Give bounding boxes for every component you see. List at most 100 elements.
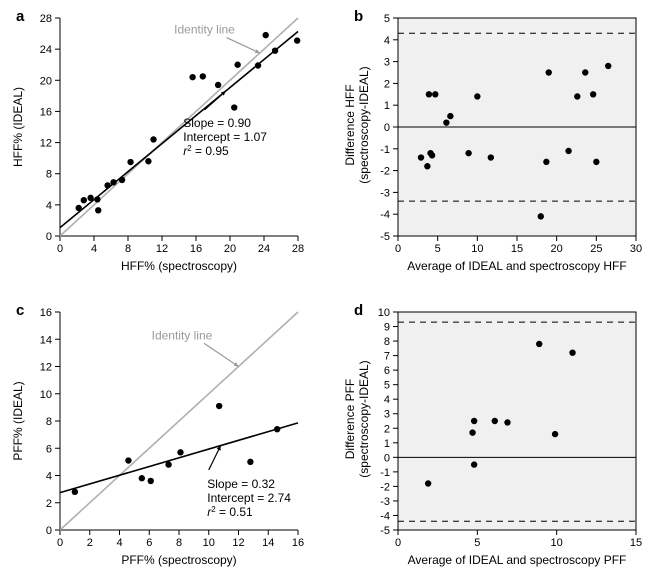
- svg-text:16: 16: [292, 537, 304, 549]
- data-point: [272, 48, 278, 54]
- svg-text:12: 12: [40, 138, 52, 150]
- svg-text:20: 20: [551, 243, 563, 255]
- svg-text:7: 7: [384, 351, 390, 363]
- svg-text:-5: -5: [380, 525, 390, 537]
- data-point: [215, 82, 221, 88]
- svg-text:8: 8: [125, 243, 131, 255]
- data-point: [536, 341, 542, 347]
- svg-text:Intercept = 1.07: Intercept = 1.07: [183, 130, 267, 144]
- svg-text:2: 2: [87, 537, 93, 549]
- data-point: [574, 93, 580, 99]
- data-point: [148, 478, 154, 484]
- svg-text:14: 14: [40, 334, 52, 346]
- svg-text:Identity line: Identity line: [174, 23, 235, 37]
- svg-text:0: 0: [57, 537, 63, 549]
- svg-text:5: 5: [474, 537, 480, 549]
- panel-a: 04812162024280481216202428HFF% (spectros…: [4, 12, 308, 282]
- svg-text:Identity line: Identity line: [152, 328, 213, 342]
- data-point: [471, 461, 477, 467]
- svg-text:1: 1: [384, 438, 390, 450]
- data-point: [263, 32, 269, 38]
- svg-text:28: 28: [292, 243, 304, 255]
- svg-text:4: 4: [116, 537, 122, 549]
- svg-text:-1: -1: [380, 144, 390, 156]
- data-point: [150, 136, 156, 142]
- data-point: [565, 148, 571, 154]
- svg-text:HFF% (IDEAL): HFF% (IDEAL): [11, 87, 25, 167]
- svg-text:2: 2: [46, 498, 52, 510]
- panel-b: 051015202530-5-4-3-2-1012345Average of I…: [342, 12, 646, 282]
- svg-text:8: 8: [46, 169, 52, 181]
- data-point: [119, 177, 125, 183]
- data-point: [294, 37, 300, 43]
- svg-text:6: 6: [384, 365, 390, 377]
- svg-text:12: 12: [156, 243, 168, 255]
- data-point: [488, 154, 494, 160]
- svg-text:(spectroscopy-IDEAL): (spectroscopy-IDEAL): [357, 66, 371, 183]
- data-point: [552, 431, 558, 437]
- svg-text:8: 8: [384, 336, 390, 348]
- x-axis-title: HFF% (spectroscopy): [121, 259, 237, 273]
- svg-text:10: 10: [551, 537, 563, 549]
- data-point: [471, 418, 477, 424]
- svg-text:4: 4: [384, 394, 390, 406]
- svg-text:0: 0: [384, 452, 390, 464]
- svg-text:-3: -3: [380, 496, 390, 508]
- svg-text:6: 6: [146, 537, 152, 549]
- data-point: [87, 195, 93, 201]
- svg-text:Difference PFF: Difference PFF: [343, 379, 357, 459]
- data-point: [247, 459, 253, 465]
- svg-text:Intercept = 2.74: Intercept = 2.74: [207, 491, 291, 505]
- data-point: [110, 179, 116, 185]
- svg-text:5: 5: [384, 13, 390, 25]
- svg-text:25: 25: [590, 243, 602, 255]
- data-point: [127, 159, 133, 165]
- x-axis-title: Average of IDEAL and spectroscopy HFF: [407, 259, 626, 273]
- svg-text:(spectroscopy-IDEAL): (spectroscopy-IDEAL): [357, 360, 371, 477]
- svg-text:8: 8: [46, 416, 52, 428]
- data-point: [605, 63, 611, 69]
- svg-text:10: 10: [378, 307, 390, 319]
- svg-text:8: 8: [176, 537, 182, 549]
- svg-text:10: 10: [471, 243, 483, 255]
- data-point: [424, 163, 430, 169]
- svg-text:0: 0: [46, 525, 52, 537]
- panel-c: 02468101214160246810121416PFF% (spectros…: [4, 306, 308, 576]
- data-point: [432, 91, 438, 97]
- svg-text:15: 15: [511, 243, 523, 255]
- svg-text:2: 2: [384, 423, 390, 435]
- data-point: [104, 182, 110, 188]
- data-point: [546, 69, 552, 75]
- svg-text:Slope = 0.32: Slope = 0.32: [207, 477, 275, 491]
- data-point: [95, 207, 101, 213]
- svg-text:-2: -2: [380, 481, 390, 493]
- svg-text:10: 10: [40, 389, 52, 401]
- svg-text:1: 1: [384, 100, 390, 112]
- data-point: [231, 104, 237, 110]
- svg-text:4: 4: [46, 200, 52, 212]
- data-point: [543, 159, 549, 165]
- data-point: [255, 62, 261, 68]
- data-point: [81, 197, 87, 203]
- svg-text:-1: -1: [380, 467, 390, 479]
- svg-text:0: 0: [384, 122, 390, 134]
- svg-text:24: 24: [40, 44, 52, 56]
- svg-text:16: 16: [40, 307, 52, 319]
- data-point: [177, 449, 183, 455]
- svg-text:-2: -2: [380, 166, 390, 178]
- data-point: [94, 196, 100, 202]
- svg-text:5: 5: [384, 380, 390, 392]
- data-point: [474, 93, 480, 99]
- data-point: [216, 403, 222, 409]
- svg-text:3: 3: [384, 409, 390, 421]
- data-point: [234, 62, 240, 68]
- svg-text:-4: -4: [380, 510, 390, 522]
- data-point: [569, 349, 575, 355]
- svg-text:14: 14: [262, 537, 274, 549]
- svg-text:0: 0: [395, 537, 401, 549]
- data-point: [465, 150, 471, 156]
- data-point: [76, 205, 82, 211]
- svg-text:5: 5: [435, 243, 441, 255]
- data-point: [447, 113, 453, 119]
- svg-text:PFF% (IDEAL): PFF% (IDEAL): [11, 381, 25, 460]
